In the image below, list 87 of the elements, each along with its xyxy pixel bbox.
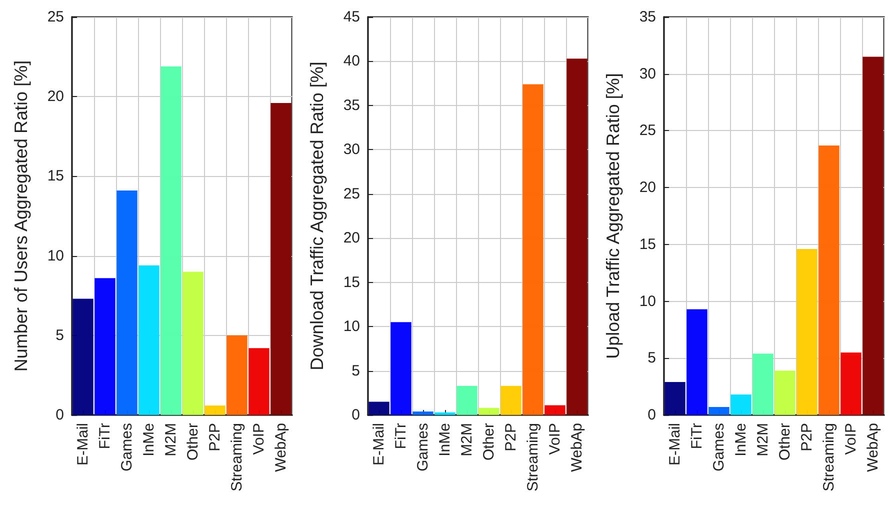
x-tick-label: P2P [798, 423, 816, 452]
bar [116, 190, 138, 415]
y-tick-label: 45 [343, 8, 360, 26]
y-tick-label: 10 [343, 318, 360, 336]
y-tick-label: 25 [639, 122, 656, 140]
y-axis-title: Download Traffic Aggregated Ratio [%] [307, 62, 327, 370]
x-tick-label: WebAp [568, 423, 586, 472]
bar [840, 352, 862, 415]
x-tick-label: FiTr [688, 423, 706, 450]
x-tick-label: Games [710, 423, 728, 472]
x-tick-label: InMe [140, 423, 158, 456]
x-tick-label: E-Mail [666, 423, 684, 466]
x-tick-label: VoIP [546, 423, 564, 455]
bar [752, 354, 774, 415]
y-tick-label: 30 [639, 65, 656, 82]
x-tick-label: Other [776, 422, 794, 461]
bar [686, 309, 708, 415]
y-tick-label: 35 [639, 8, 656, 26]
y-tick-label: 0 [352, 406, 360, 424]
x-tick-label: P2P [206, 423, 224, 452]
y-tick-label: 25 [343, 185, 360, 202]
bar [500, 386, 522, 415]
bar [664, 382, 686, 415]
x-tick-label: M2M [162, 423, 180, 456]
y-tick-label: 0 [56, 406, 64, 424]
x-tick-label: WebAp [272, 423, 290, 472]
x-tick-label: InMe [732, 423, 750, 456]
y-tick-label: 15 [639, 236, 656, 253]
y-axis-title: Number of Users Aggregated Ratio [%] [11, 60, 31, 372]
bar [566, 58, 588, 415]
x-tick-label: Other [184, 422, 202, 461]
bar [412, 411, 434, 415]
y-tick-label: 15 [343, 274, 360, 291]
bar [796, 248, 818, 415]
y-tick-label: 5 [648, 350, 656, 367]
y-tick-label: 30 [343, 141, 360, 158]
bar [544, 405, 566, 415]
y-tick-label: 20 [47, 88, 64, 106]
x-tick-label: E-Mail [370, 423, 388, 466]
bar [248, 348, 270, 415]
bar [522, 84, 544, 415]
x-tick-label: InMe [436, 423, 454, 456]
x-tick-label: Games [414, 423, 432, 472]
y-tick-label: 20 [343, 230, 360, 247]
y-tick-label: 5 [352, 362, 360, 380]
bar [456, 386, 478, 415]
bar [708, 407, 730, 415]
bar [390, 322, 412, 415]
y-tick-label: 10 [47, 247, 64, 264]
x-tick-label: VoIP [842, 423, 860, 455]
x-tick-label: Other [480, 422, 498, 461]
x-tick-label: FiTr [96, 423, 114, 450]
x-tick-label: E-Mail [74, 423, 92, 466]
bar [862, 56, 884, 415]
bar [226, 335, 248, 415]
bar [818, 145, 840, 415]
bar [730, 394, 752, 415]
x-tick-label: FiTr [392, 423, 410, 450]
y-axis-title: Upload Traffic Aggregated Ratio [%] [603, 73, 623, 359]
y-tick-label: 0 [648, 406, 656, 424]
y-tick-label: 15 [47, 168, 64, 185]
x-tick-label: Streaming [820, 423, 838, 492]
y-tick-label: 35 [343, 96, 360, 114]
y-tick-label: 40 [343, 52, 360, 70]
bar [94, 278, 116, 415]
x-tick-label: P2P [502, 423, 520, 452]
bar [182, 272, 204, 415]
bar [204, 405, 226, 415]
y-tick-label: 10 [639, 292, 656, 310]
x-tick-label: Games [118, 423, 136, 472]
x-tick-label: Streaming [228, 423, 246, 492]
x-tick-label: VoIP [250, 423, 268, 455]
y-tick-label: 20 [639, 179, 656, 196]
x-tick-label: Streaming [524, 423, 542, 492]
bar [160, 66, 182, 415]
bar [368, 402, 390, 415]
bar [72, 298, 94, 415]
bar [138, 265, 160, 415]
bar [434, 412, 456, 415]
y-tick-label: 5 [56, 326, 64, 344]
x-tick-label: WebAp [864, 423, 882, 472]
x-tick-label: M2M [754, 423, 772, 456]
bar [774, 370, 796, 415]
bar [270, 102, 292, 415]
x-tick-label: M2M [458, 423, 476, 456]
bar [478, 408, 500, 415]
y-tick-label: 25 [47, 8, 64, 26]
